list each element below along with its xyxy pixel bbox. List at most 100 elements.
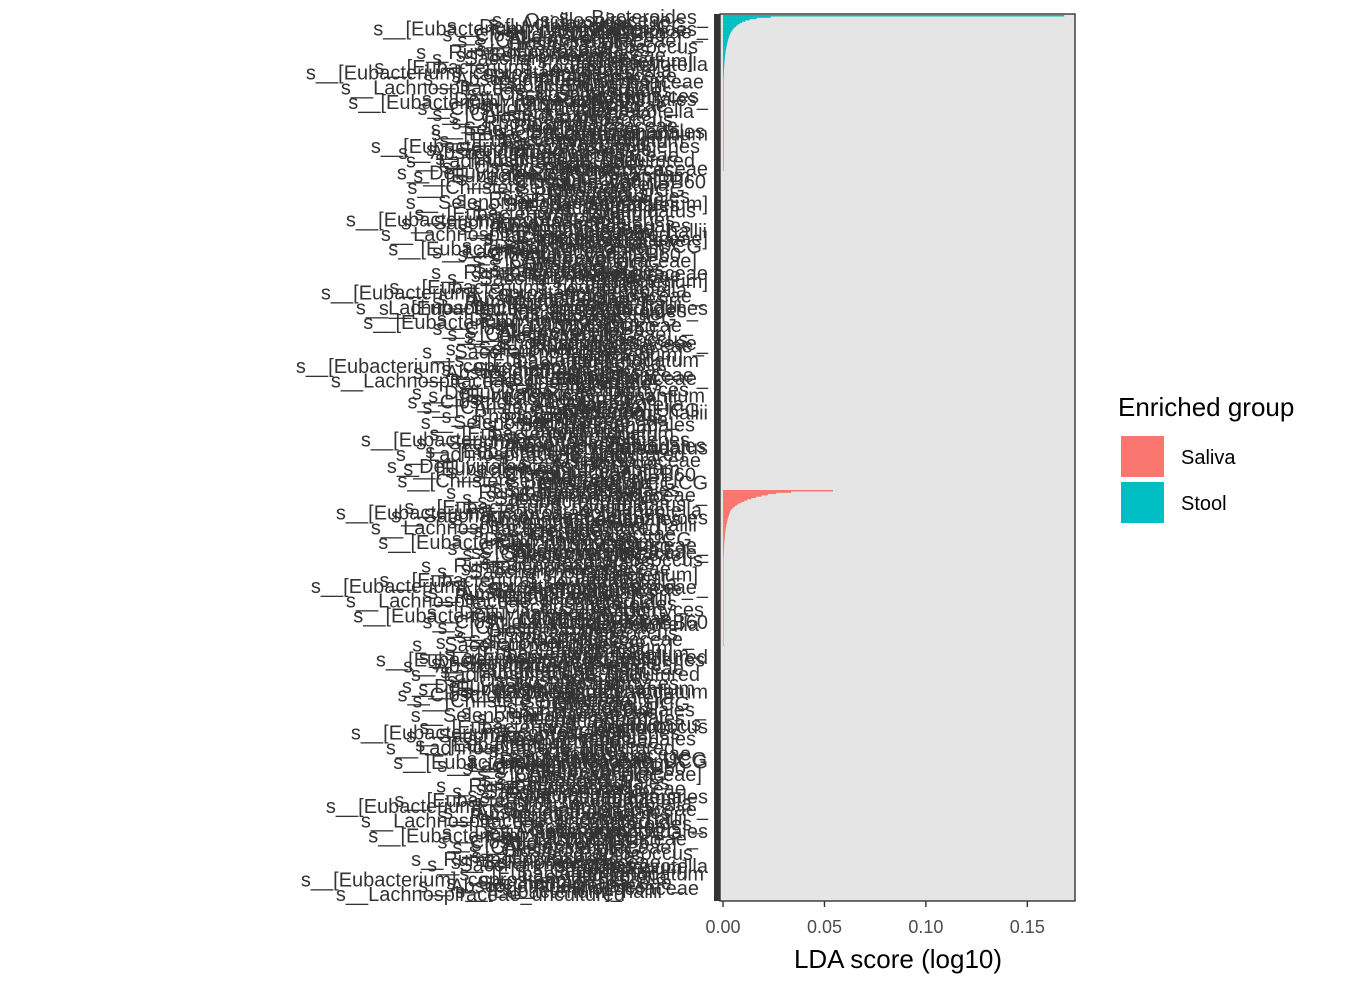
y-tick-label-dense-286: s__Rhodospirillales_ <box>471 846 656 868</box>
y-tick-label-dense-33: s__[Christensenellaceae] <box>432 104 657 126</box>
y-tick-label-dense-147: s__Ruminococcaceae <box>472 438 669 460</box>
bar-saliva-60 <box>723 568 724 570</box>
y-tick-label-dense-205: s__Lachnospiraceae_ <box>487 608 684 630</box>
y-tick-label-dense-25: s__Bacteroides_ <box>534 80 684 102</box>
y-tick-label-dense-172: s__Ruminococcaceae <box>447 512 644 534</box>
x-axis: 0.00 0.05 0.10 0.15 <box>706 901 1045 937</box>
y-tick-label-dense-117: s__[Eubacterium]_nodatum <box>454 350 699 372</box>
bar-saliva-61 <box>723 569 724 571</box>
bar-saliva-19 <box>723 514 729 517</box>
bar-stool-79 <box>723 117 724 120</box>
y-tick-label-dense-89: s__Saccharimonadales <box>447 268 655 290</box>
y-tick-label-dense-78: s__Defluviitaleaceae_UCG <box>462 236 702 258</box>
bar-saliva-112 <box>723 635 724 638</box>
y-tick-label-dense-204: s__[Eubacterium]_ruminantium <box>353 605 630 627</box>
bar-saliva-100 <box>723 620 724 622</box>
bar-saliva-23 <box>723 519 728 522</box>
bar-saliva-35 <box>723 535 725 537</box>
y-tick-label-23: s__Saccharimonadales <box>500 821 708 843</box>
bar-saliva-94 <box>723 612 724 614</box>
y-tick-label-dense-146: s__Absconditabacteriales <box>478 435 706 457</box>
y-tick-label-dense-71: s__Absconditabacteriales <box>463 215 691 237</box>
y-tick-label-dense-14: s__Saccharimonadales <box>432 48 640 70</box>
bar-saliva-26 <box>723 523 727 526</box>
y-tick-label-dense-51: s__Oscillospiraceae <box>442 157 621 179</box>
y-tick-label-dense-84: s__Clostridia_UCG <box>489 253 660 275</box>
y-tick-label-dense-276: s__Oscillospiraceae <box>487 817 666 839</box>
bar-stool-37 <box>723 63 725 65</box>
bar-saliva-69 <box>723 579 724 582</box>
y-tick-label-dense-32: s__Alloprevotella <box>542 101 695 123</box>
bar-stool-107 <box>723 154 724 156</box>
x-axis-title: LDA score (log10) <box>794 944 1002 974</box>
y-tick-label-dense-38: s__Selenomonadaceae_ <box>431 118 653 140</box>
y-tick-label-dense-238: s__Selenomonadaceae_ <box>411 705 633 727</box>
y-tick-label-dense-120: s__Saccharimonadaceae_ <box>441 359 679 381</box>
y-tick-label-dense-231: s__Clostridia_vadinBB60 <box>398 685 621 707</box>
bar-stool-36 <box>723 61 725 64</box>
y-tick-label-dense-3: s__Defluviitaleaceae_UCG <box>447 16 687 38</box>
bar-stool-1 <box>723 16 771 18</box>
y-tick-label-19: s__[Eubacterium]_nodatum <box>463 682 708 704</box>
legend-key-stool <box>1121 482 1164 523</box>
y-tick-label-22: s__Absconditabacteriales <box>480 786 708 808</box>
bar-stool-101 <box>723 146 724 148</box>
bar-stool-57 <box>723 89 724 91</box>
y-tick-label-dense-288: s__Selenomonadaceae_ <box>451 852 673 874</box>
bar-stool-61 <box>723 94 724 96</box>
bar-stool-54 <box>723 85 724 87</box>
y-tick-label-dense-240: s__[Eubacterium] <box>492 711 648 733</box>
bar-saliva-54 <box>723 560 724 562</box>
bar-saliva-10 <box>723 503 739 505</box>
y-tick-label-dense-293: s__Prevotella <box>546 866 668 888</box>
y-tick-label-dense-36: s__Rhodospirillales_ <box>451 113 636 135</box>
y-tick-label-dense-0: s__Bacteroides_ <box>559 7 709 29</box>
y-tick-label-dense-64: s__Saccharimonadales <box>472 195 680 217</box>
y-tick-label-dense-229: s__[Eubacterium]_ruminantium <box>418 679 695 701</box>
y-tick-label-dense-160: s__Peptococcus <box>491 476 638 498</box>
y-tick-label-dense-201: s__Oscillospiraceae <box>472 597 651 619</box>
y-tick-label-dense-126: s__Oscillospiraceae <box>457 377 636 399</box>
bar-saliva-84 <box>723 599 724 601</box>
bar-stool-7 <box>723 24 738 26</box>
bar-saliva-39 <box>723 540 725 543</box>
bar-saliva-18 <box>723 513 730 515</box>
y-tick-label-dense-2: s__Actinomyces <box>488 13 634 35</box>
y-tick-label-dense-183: s__[Christensenellaceae] <box>462 544 687 566</box>
y-tick-label-dense-235: s__Peptococcus <box>506 696 653 718</box>
y-tick-label-dense-106: s__Clostridia_vadinBB60 <box>433 318 656 340</box>
y-axis-labels: s__Bacteroides_s__Prevotellas__Rhodospir… <box>296 7 709 906</box>
bar-saliva-85 <box>723 600 724 602</box>
bar-saliva-34 <box>723 534 725 536</box>
y-tick-label-dense-262: s__Ruminococcaceae_ <box>436 776 645 798</box>
y-tick-label-dense-22: s__Ruminococcaceae <box>507 72 704 94</box>
bar-saliva-71 <box>723 582 724 584</box>
y-tick-label-dense-101: s__Oscillospiraceae <box>482 303 661 325</box>
x-tick-label-1: 0.05 <box>807 917 842 937</box>
bar-saliva-93 <box>723 610 724 613</box>
y-tick-label-dense-275: s__Bacteroides_ <box>554 814 704 836</box>
bar-saliva-89 <box>723 605 724 608</box>
y-tick-label-dense-144: s__[Eubacterium]_coprostanoligenes <box>361 429 690 451</box>
y-tick-label-dense-13: s__Selenomonadaceae_ <box>456 45 678 67</box>
bar-stool-89 <box>723 130 724 133</box>
y-tick-label-dense-90: s__[Eubacterium] <box>552 271 708 293</box>
bar-saliva-45 <box>723 548 724 550</box>
bar-stool-51 <box>723 81 724 83</box>
bar-saliva-99 <box>723 618 724 621</box>
bar-stool-50 <box>723 80 724 82</box>
y-tick-label-2: s__Rhodospirillales_ <box>523 89 708 111</box>
bar-stool-83 <box>723 122 724 125</box>
y-tick-label-14: s__Actinomyces <box>562 507 708 529</box>
bar-saliva-30 <box>723 529 726 531</box>
bar-saliva-58 <box>723 565 724 567</box>
y-tick-band <box>714 14 720 901</box>
y-tick-label-dense-227: s__Actinomyces <box>533 673 679 695</box>
y-tick-label-dense-164: s__Saccharimonadales <box>462 488 670 510</box>
y-tick-label-dense-19: s__[Eubacterium]_coprostanoligenes <box>306 63 635 85</box>
y-tick-label-dense-192: s__[Eubacterium]_nodatum <box>379 570 624 592</box>
y-tick-label-dense-79: s__[Eubacterium]_ruminantium <box>388 239 665 261</box>
bar-stool-21 <box>723 42 728 44</box>
bar-stool-97 <box>723 141 724 143</box>
bar-stool-75 <box>723 112 724 114</box>
